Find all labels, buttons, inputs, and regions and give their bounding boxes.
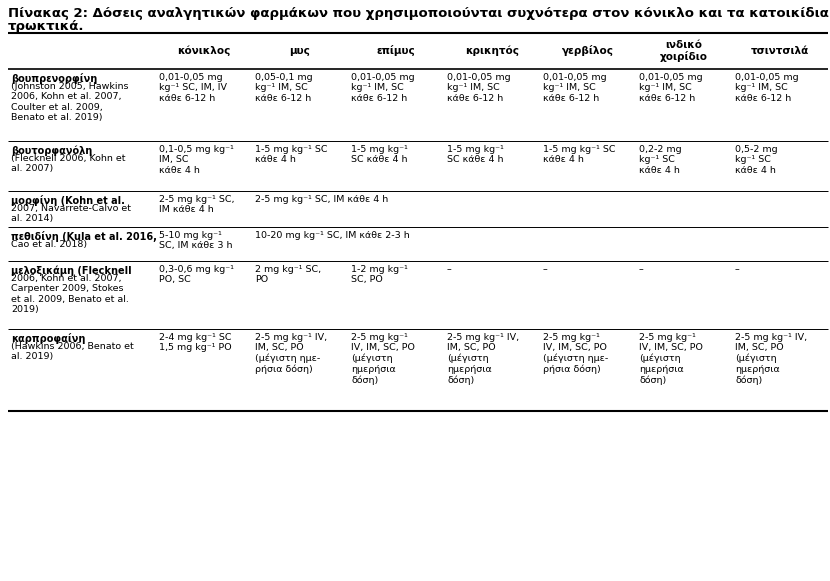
Text: 1-5 mg kg⁻¹ SC
κάθε 4 h: 1-5 mg kg⁻¹ SC κάθε 4 h	[543, 145, 616, 164]
Text: 0,01-0,05 mg
kg⁻¹ IM, SC
κάθε 6-12 h: 0,01-0,05 mg kg⁻¹ IM, SC κάθε 6-12 h	[543, 73, 607, 103]
Text: 1-2 mg kg⁻¹
SC, PO: 1-2 mg kg⁻¹ SC, PO	[351, 265, 408, 285]
Text: 2-5 mg kg⁻¹ IV,
IM, SC, PO
(μέγιστη
ημερήσια
δόση): 2-5 mg kg⁻¹ IV, IM, SC, PO (μέγιστη ημερ…	[447, 333, 519, 385]
Text: μορφίνη (Kohn et al.: μορφίνη (Kohn et al.	[11, 195, 124, 206]
Text: 0,5-2 mg
kg⁻¹ SC
κάθε 4 h: 0,5-2 mg kg⁻¹ SC κάθε 4 h	[735, 145, 778, 175]
Text: τσιντσιλά: τσιντσιλά	[751, 46, 809, 56]
Text: 0,01-0,05 mg
kg⁻¹ IM, SC
κάθε 6-12 h: 0,01-0,05 mg kg⁻¹ IM, SC κάθε 6-12 h	[351, 73, 415, 103]
Text: 1-5 mg kg⁻¹
SC κάθε 4 h: 1-5 mg kg⁻¹ SC κάθε 4 h	[447, 145, 504, 164]
Text: βουπρενορφίνη: βουπρενορφίνη	[11, 73, 97, 84]
Text: επίμυς: επίμυς	[377, 45, 415, 56]
Text: 0,01-0,05 mg
kg⁻¹ IM, SC
κάθε 6-12 h: 0,01-0,05 mg kg⁻¹ IM, SC κάθε 6-12 h	[735, 73, 798, 103]
Text: 0,01-0,05 mg
kg⁻¹ IM, SC
κάθε 6-12 h: 0,01-0,05 mg kg⁻¹ IM, SC κάθε 6-12 h	[447, 73, 510, 103]
Text: –: –	[447, 265, 452, 274]
Text: 2-5 mg kg⁻¹
IV, IM, SC, PO
(μέγιστη ημε-
ρήσια δόση): 2-5 mg kg⁻¹ IV, IM, SC, PO (μέγιστη ημε-…	[543, 333, 608, 374]
Text: 2-5 mg kg⁻¹
IV, IM, SC, PO
(μέγιστη
ημερήσια
δόση): 2-5 mg kg⁻¹ IV, IM, SC, PO (μέγιστη ημερ…	[351, 333, 415, 385]
Text: 2 mg kg⁻¹ SC,
PO: 2 mg kg⁻¹ SC, PO	[255, 265, 321, 285]
Text: 10-20 mg kg⁻¹ SC, IM κάθε 2-3 h: 10-20 mg kg⁻¹ SC, IM κάθε 2-3 h	[255, 231, 410, 240]
Text: 2-5 mg kg⁻¹ SC, IM κάθε 4 h: 2-5 mg kg⁻¹ SC, IM κάθε 4 h	[255, 195, 388, 204]
Text: μυς: μυς	[290, 46, 310, 56]
Text: 2006, Kohn et al. 2007,
Carpenter 2009, Stokes
et al. 2009, Benato et al.
2019): 2006, Kohn et al. 2007, Carpenter 2009, …	[11, 274, 129, 314]
Text: τρωκτικά.: τρωκτικά.	[8, 20, 85, 33]
Text: καρπροφαίνη: καρπροφαίνη	[11, 333, 85, 344]
Text: πεθιδίνη (Kula et al. 2016,: πεθιδίνη (Kula et al. 2016,	[11, 231, 157, 242]
Text: 0,05-0,1 mg
kg⁻¹ IM, SC
κάθε 6-12 h: 0,05-0,1 mg kg⁻¹ IM, SC κάθε 6-12 h	[255, 73, 313, 103]
Text: 0,2-2 mg
kg⁻¹ SC
κάθε 4 h: 0,2-2 mg kg⁻¹ SC κάθε 4 h	[639, 145, 681, 175]
Text: 2-4 mg kg⁻¹ SC
1,5 mg kg⁻¹ PO: 2-4 mg kg⁻¹ SC 1,5 mg kg⁻¹ PO	[159, 333, 232, 353]
Text: (Flecknell 2006, Kohn et
al. 2007): (Flecknell 2006, Kohn et al. 2007)	[11, 154, 125, 173]
Text: 0,1-0,5 mg kg⁻¹
IM, SC
κάθε 4 h: 0,1-0,5 mg kg⁻¹ IM, SC κάθε 4 h	[159, 145, 234, 175]
Text: ινδικό
χοιρίδιο: ινδικό χοιρίδιο	[660, 40, 708, 62]
Text: 0,01-0,05 mg
kg⁻¹ IM, SC
κάθε 6-12 h: 0,01-0,05 mg kg⁻¹ IM, SC κάθε 6-12 h	[639, 73, 703, 103]
Text: 1-5 mg kg⁻¹
SC κάθε 4 h: 1-5 mg kg⁻¹ SC κάθε 4 h	[351, 145, 408, 164]
Text: κόνικλος: κόνικλος	[178, 46, 231, 56]
Text: 2-5 mg kg⁻¹ IV,
IM, SC, PO
(μέγιστη ημε-
ρήσια δόση): 2-5 mg kg⁻¹ IV, IM, SC, PO (μέγιστη ημε-…	[255, 333, 327, 374]
Text: βουτορφανόλη: βουτορφανόλη	[11, 145, 92, 156]
Text: κρικητός: κρικητός	[465, 46, 519, 56]
Text: 1-5 mg kg⁻¹ SC
κάθε 4 h: 1-5 mg kg⁻¹ SC κάθε 4 h	[255, 145, 328, 164]
Text: –: –	[639, 265, 644, 274]
Text: (Johnston 2005, Hawkins
2006, Kohn et al. 2007,
Coulter et al. 2009,
Benato et a: (Johnston 2005, Hawkins 2006, Kohn et al…	[11, 82, 129, 122]
Text: 0,01-0,05 mg
kg⁻¹ SC, IM, IV
κάθε 6-12 h: 0,01-0,05 mg kg⁻¹ SC, IM, IV κάθε 6-12 h	[159, 73, 227, 103]
Text: Cao et al. 2018): Cao et al. 2018)	[11, 240, 87, 249]
Text: Πίνακας 2: Δόσεις αναλγητικών φαρμάκων που χρησιμοποιούνται συχνότερα στον κόνικ: Πίνακας 2: Δόσεις αναλγητικών φαρμάκων π…	[8, 7, 829, 20]
Text: 5-10 mg kg⁻¹
SC, IM κάθε 3 h: 5-10 mg kg⁻¹ SC, IM κάθε 3 h	[159, 231, 232, 250]
Text: 0,3-0,6 mg kg⁻¹
PO, SC: 0,3-0,6 mg kg⁻¹ PO, SC	[159, 265, 234, 285]
Text: 2-5 mg kg⁻¹
IV, IM, SC, PO
(μέγιστη
ημερήσια
δόση): 2-5 mg kg⁻¹ IV, IM, SC, PO (μέγιστη ημερ…	[639, 333, 703, 385]
Text: γερβίλος: γερβίλος	[562, 45, 614, 56]
Text: 2-5 mg kg⁻¹ IV,
IM, SC, PO
(μέγιστη
ημερήσια
δόση): 2-5 mg kg⁻¹ IV, IM, SC, PO (μέγιστη ημερ…	[735, 333, 807, 385]
Text: –: –	[735, 265, 740, 274]
Text: (Hawkins 2006, Benato et
al. 2019): (Hawkins 2006, Benato et al. 2019)	[11, 342, 134, 361]
Text: 2007, Navarrete-Calvo et
al. 2014): 2007, Navarrete-Calvo et al. 2014)	[11, 204, 131, 224]
Text: μελοξικάμη (Flecknell: μελοξικάμη (Flecknell	[11, 265, 132, 275]
Text: 2-5 mg kg⁻¹ SC,
IM κάθε 4 h: 2-5 mg kg⁻¹ SC, IM κάθε 4 h	[159, 195, 235, 214]
Text: –: –	[543, 265, 548, 274]
